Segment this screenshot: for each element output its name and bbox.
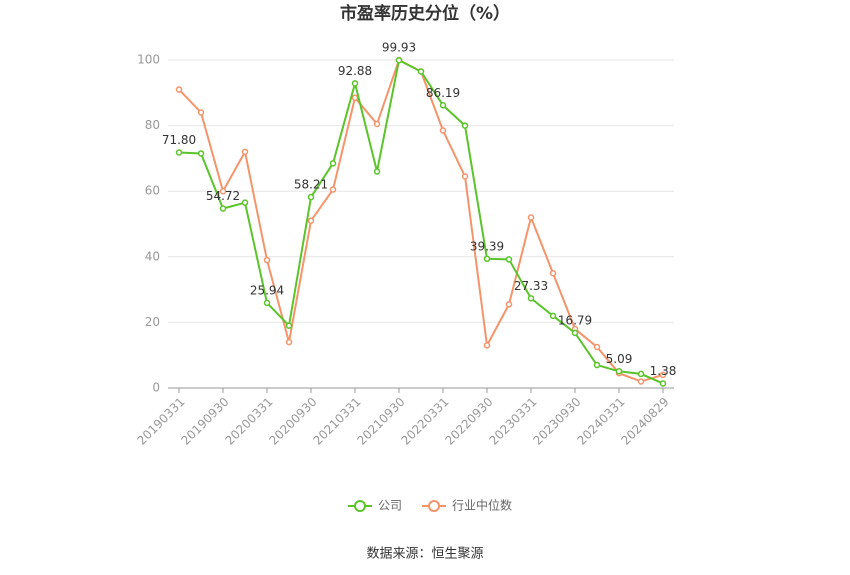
legend-label: 公司 xyxy=(378,499,402,513)
data-point xyxy=(527,295,535,302)
data-point xyxy=(637,378,645,385)
data-label: 1.38 xyxy=(650,364,677,378)
data-label: 39.39 xyxy=(470,239,504,253)
y-tick-label: 60 xyxy=(145,184,160,198)
data-point xyxy=(505,301,513,308)
data-point xyxy=(373,168,381,175)
data-point xyxy=(197,150,205,157)
data-label: 99.93 xyxy=(382,41,416,55)
series-line xyxy=(178,58,664,383)
data-point xyxy=(285,322,293,329)
data-point xyxy=(615,368,623,375)
data-point xyxy=(593,343,601,351)
data-point xyxy=(329,160,337,167)
data-point xyxy=(351,94,359,101)
data-label: 92.88 xyxy=(338,64,372,78)
data-point xyxy=(439,102,447,109)
data-point xyxy=(395,56,403,64)
data-point xyxy=(175,149,183,156)
source-note: 数据来源：恒生聚源 xyxy=(366,547,483,562)
data-point xyxy=(373,120,381,128)
x-tick-label: 20240829 xyxy=(619,395,672,448)
y-tick-label: 20 xyxy=(145,315,160,329)
data-point xyxy=(417,68,425,75)
data-point xyxy=(461,122,469,129)
data-label: 54.72 xyxy=(206,189,240,203)
data-point xyxy=(659,380,667,387)
y-tick-label: 100 xyxy=(137,53,160,67)
data-point xyxy=(659,371,667,379)
data-point xyxy=(241,199,249,206)
data-label: 71.80 xyxy=(162,133,196,147)
legend-label: 行业中位数 xyxy=(452,498,512,513)
data-point xyxy=(571,329,579,337)
data-point xyxy=(593,361,601,369)
data-point xyxy=(505,256,513,263)
data-point xyxy=(263,299,271,307)
data-point xyxy=(241,148,249,156)
data-label: 86.19 xyxy=(426,86,460,100)
data-point xyxy=(461,173,469,180)
data-point xyxy=(285,338,293,346)
data-point xyxy=(483,255,491,263)
series-line xyxy=(178,58,664,385)
data-point xyxy=(263,256,271,264)
data-point xyxy=(329,186,337,193)
legend-marker xyxy=(354,500,366,512)
data-point xyxy=(483,342,491,349)
data-point xyxy=(307,217,315,224)
data-label: 16.79 xyxy=(558,313,592,327)
data-label: 27.33 xyxy=(514,279,548,293)
y-tick-label: 0 xyxy=(152,381,160,395)
data-label: 5.09 xyxy=(606,352,633,366)
data-point xyxy=(307,193,315,201)
data-point xyxy=(219,187,227,195)
data-point xyxy=(219,205,227,212)
y-tick-label: 80 xyxy=(145,118,160,132)
chart-title: 市盈率历史分位（%） xyxy=(340,3,510,24)
data-point xyxy=(175,86,183,93)
data-label: 25.94 xyxy=(250,283,284,297)
y-tick-label: 40 xyxy=(145,249,160,263)
data-point xyxy=(197,109,205,116)
legend-marker xyxy=(428,500,441,512)
data-point xyxy=(637,370,645,378)
data-point xyxy=(549,312,557,320)
data-point xyxy=(549,269,557,277)
data-label: 58.21 xyxy=(294,178,328,192)
data-point xyxy=(527,214,535,221)
data-point xyxy=(351,80,359,87)
data-point xyxy=(439,127,447,134)
